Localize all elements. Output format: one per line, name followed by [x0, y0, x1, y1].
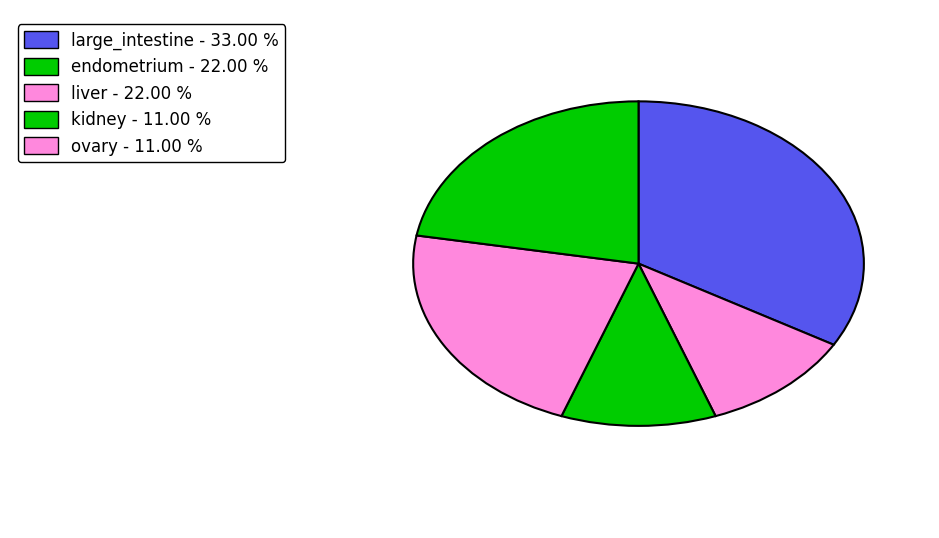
Wedge shape: [562, 264, 716, 426]
Wedge shape: [413, 236, 639, 416]
Wedge shape: [639, 101, 864, 345]
Wedge shape: [417, 101, 639, 264]
Wedge shape: [639, 264, 834, 416]
Legend: large_intestine - 33.00 %, endometrium - 22.00 %, liver - 22.00 %, kidney - 11.0: large_intestine - 33.00 %, endometrium -…: [18, 24, 285, 162]
